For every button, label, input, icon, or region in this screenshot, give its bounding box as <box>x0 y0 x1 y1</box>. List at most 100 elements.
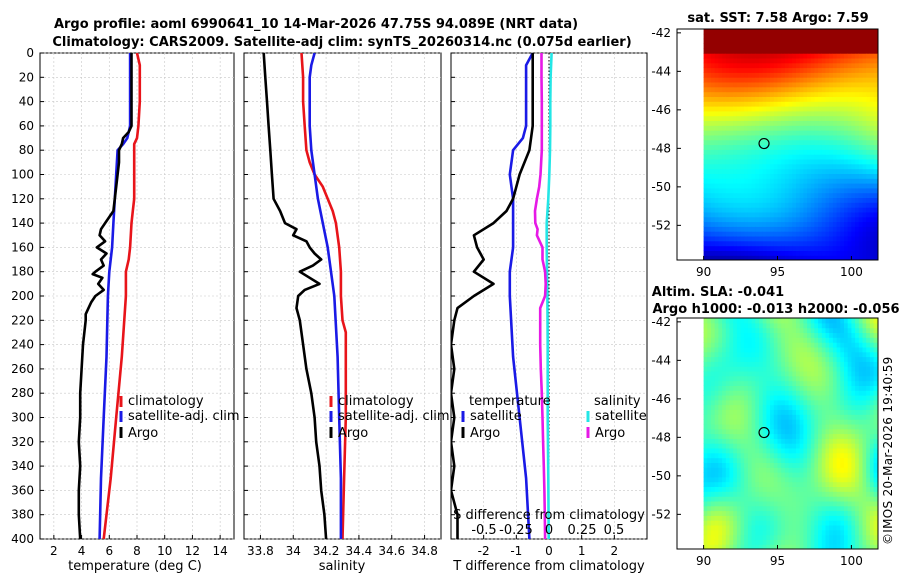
map-cell <box>747 419 753 425</box>
map-cell <box>788 443 793 449</box>
map-cell <box>851 515 856 521</box>
map-cell <box>803 447 808 454</box>
map-cell <box>703 534 708 541</box>
map-cell <box>821 120 827 126</box>
map-cell <box>722 438 727 444</box>
map-cell <box>740 43 745 49</box>
map-cell <box>755 139 760 146</box>
map-cell <box>766 438 771 444</box>
map-cell <box>784 110 790 117</box>
map-cell <box>825 361 830 367</box>
map-cell <box>858 322 864 329</box>
depth-tick-label: 360 <box>11 483 34 497</box>
map-cell <box>740 48 745 54</box>
map-cell <box>740 62 745 69</box>
map-cell <box>807 361 812 367</box>
map-cell <box>744 86 749 93</box>
map-cell <box>744 77 749 83</box>
map-cell <box>844 510 849 516</box>
map-cell <box>755 48 760 54</box>
map-cell <box>810 423 816 430</box>
map-cell <box>755 154 760 160</box>
map-cell <box>707 332 712 338</box>
map-cell <box>707 481 712 488</box>
map-cell <box>855 438 860 444</box>
map-cell <box>740 375 745 382</box>
map-cell <box>762 163 767 170</box>
map-cell <box>722 77 727 83</box>
map-cell <box>770 211 775 218</box>
map-cell <box>792 250 797 256</box>
map-cell <box>747 106 753 112</box>
map-cell <box>711 443 716 449</box>
map-cell <box>807 419 812 425</box>
map-cell <box>803 183 808 189</box>
map-cell <box>707 491 712 497</box>
map-cell <box>818 101 823 107</box>
map-cell <box>729 322 734 329</box>
map-cell <box>766 452 771 459</box>
map-cell <box>777 86 782 93</box>
temperature-grid <box>40 52 234 540</box>
map-cell <box>740 433 745 439</box>
map-cell <box>755 106 760 112</box>
map-cell <box>755 452 760 459</box>
map-cell <box>866 125 871 131</box>
map-cell <box>714 342 719 348</box>
map-cell <box>729 72 734 78</box>
map-cell <box>803 86 808 93</box>
map-cell <box>781 192 786 199</box>
map-cell <box>840 202 845 208</box>
map-cell <box>751 163 756 170</box>
map-cell <box>733 106 738 112</box>
map-cell <box>873 342 878 348</box>
map-cell <box>840 419 845 425</box>
map-cell <box>725 130 731 136</box>
map-cell <box>736 226 742 232</box>
map-cell <box>729 534 734 541</box>
map-cell <box>759 544 764 549</box>
map-cell <box>766 62 771 69</box>
map-cell <box>844 86 849 93</box>
map-cell <box>810 472 816 478</box>
map-cell <box>729 211 734 218</box>
map-cell <box>825 539 830 545</box>
map-cell <box>844 496 849 502</box>
argo-location-marker <box>758 137 770 150</box>
map-cell <box>858 110 864 117</box>
map-cell <box>869 245 875 252</box>
map-cell <box>740 443 745 449</box>
map-cell <box>869 216 875 223</box>
map-cell <box>851 96 856 102</box>
map-cell <box>836 433 841 439</box>
map-cell <box>862 235 867 242</box>
imos-timestamp: ©IMOS 20-Mar-2026 19:40:59 <box>881 356 895 545</box>
map-cell <box>847 202 852 208</box>
map-cell <box>759 476 764 483</box>
map-cell <box>799 245 804 252</box>
map-cell <box>736 110 742 117</box>
map-cell <box>836 130 841 136</box>
map-cell <box>711 120 716 126</box>
map-cell <box>718 144 723 150</box>
map-cell <box>829 144 834 150</box>
map-cell <box>796 510 801 516</box>
map-cell <box>851 462 856 468</box>
map-cell <box>740 38 745 45</box>
map-cell <box>814 202 819 208</box>
map-cell <box>733 524 738 531</box>
map-cell <box>832 125 838 131</box>
map-cell <box>755 67 760 73</box>
map-cell <box>825 149 830 155</box>
map-cell <box>847 91 852 98</box>
map-cell <box>796 327 801 334</box>
map-cell <box>829 500 834 507</box>
map-cell <box>814 48 819 54</box>
map-cell <box>759 101 764 107</box>
legend-label-climatology: climatology <box>338 394 414 409</box>
map-cell <box>836 361 841 367</box>
map-cell <box>836 544 841 549</box>
map-cell <box>784 467 790 473</box>
map-cell <box>866 57 871 64</box>
map-cell <box>814 101 819 107</box>
